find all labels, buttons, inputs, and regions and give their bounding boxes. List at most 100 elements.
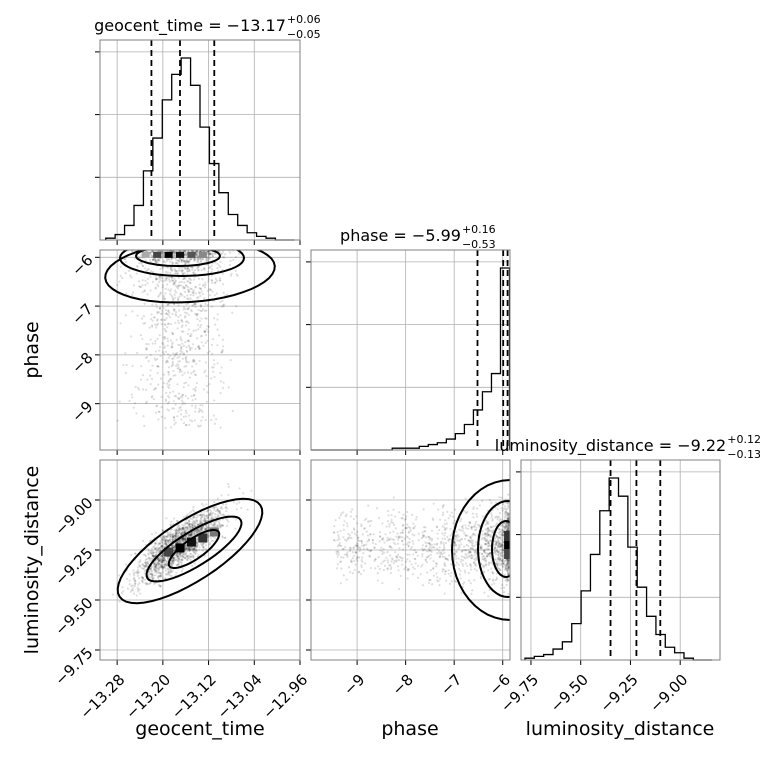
sample-point: [171, 407, 174, 410]
sample-point: [153, 562, 156, 566]
sample-point: [157, 542, 160, 545]
sample-point: [386, 509, 389, 513]
sample-point: [160, 545, 164, 548]
sample-point: [167, 570, 170, 573]
sample-point: [395, 559, 398, 562]
sample-point: [208, 526, 211, 529]
sample-point: [488, 561, 491, 564]
sample-point: [360, 564, 363, 567]
sample-point: [507, 523, 510, 526]
sample-point: [487, 554, 490, 557]
sample-point: [173, 544, 176, 548]
sample-point: [157, 574, 160, 578]
sample-point: [136, 266, 139, 269]
sample-point: [507, 526, 510, 530]
sample-point: [443, 592, 446, 595]
sample-point: [160, 561, 163, 564]
sample-point: [491, 570, 494, 574]
sample-point: [435, 526, 438, 529]
sample-point: [194, 529, 197, 533]
sample-point: [210, 253, 213, 256]
sample-point: [164, 277, 167, 280]
sample-point: [480, 547, 483, 550]
sample-point: [464, 534, 467, 537]
sample-point: [177, 527, 181, 530]
sample-point: [202, 267, 206, 270]
sample-point: [211, 511, 215, 514]
sample-point: [184, 545, 187, 548]
sample-point: [348, 536, 351, 539]
sample-point: [361, 533, 364, 536]
sample-point: [148, 576, 152, 579]
sample-point: [197, 268, 200, 271]
sample-point: [475, 512, 478, 516]
sample-point: [154, 276, 158, 279]
sample-point: [389, 537, 392, 540]
sample-point: [428, 538, 431, 541]
sample-point: [165, 317, 168, 320]
sample-point: [142, 567, 145, 570]
sample-point: [199, 522, 202, 525]
sample-point: [471, 512, 474, 515]
sample-point: [431, 517, 434, 520]
sample-point: [481, 515, 484, 518]
sample-point: [154, 259, 157, 262]
sample-point: [203, 268, 206, 271]
sample-point: [173, 280, 176, 283]
sample-point: [413, 548, 416, 552]
sample-point: [166, 340, 170, 343]
density-cell: [176, 251, 184, 258]
title-lower-error: −0.53: [462, 238, 496, 251]
sample-point: [148, 326, 151, 329]
sample-point: [163, 279, 166, 282]
sample-point: [191, 292, 194, 295]
sample-point: [406, 577, 409, 580]
sample-point: [180, 270, 183, 273]
hist-step-luminosity_distance: [524, 477, 713, 661]
sample-point: [409, 547, 413, 550]
sample-point: [183, 553, 186, 556]
sample-point: [191, 526, 194, 529]
sample-point: [487, 522, 490, 525]
sample-point: [174, 269, 177, 272]
sample-point: [212, 525, 215, 528]
sample-point: [157, 570, 160, 574]
sample-point: [218, 524, 221, 527]
sample-point: [152, 554, 155, 557]
sample-point: [416, 576, 420, 579]
hist-step-geocent_time: [105, 57, 295, 241]
sample-point: [194, 410, 197, 413]
sample-point: [167, 571, 170, 574]
sample-point: [195, 381, 199, 385]
sample-point: [213, 294, 216, 297]
sample-point: [151, 572, 154, 575]
sample-point: [152, 577, 155, 580]
sample-point: [162, 306, 165, 310]
sample-point: [500, 543, 503, 546]
sample-point: [164, 577, 167, 580]
sample-point: [500, 549, 504, 552]
sample-point: [180, 259, 184, 263]
sample-point: [482, 549, 486, 552]
sample-point: [200, 526, 203, 529]
sample-point: [158, 334, 161, 337]
sample-point: [152, 388, 156, 391]
sample-point: [210, 274, 213, 277]
sample-point: [181, 555, 185, 558]
sample-point: [406, 536, 409, 539]
sample-point: [174, 257, 177, 260]
sample-point: [204, 528, 207, 531]
sample-point: [421, 549, 425, 552]
sample-point: [209, 288, 212, 292]
sample-point: [363, 543, 366, 547]
sample-point: [162, 255, 165, 258]
sample-point: [507, 592, 510, 596]
sample-point: [360, 540, 363, 543]
sample-point: [401, 539, 404, 542]
sample-point: [200, 528, 203, 531]
sample-point: [504, 524, 507, 527]
sample-point: [168, 386, 171, 390]
sample-point: [467, 539, 470, 542]
sample-point: [383, 541, 386, 544]
sample-point: [177, 557, 180, 560]
